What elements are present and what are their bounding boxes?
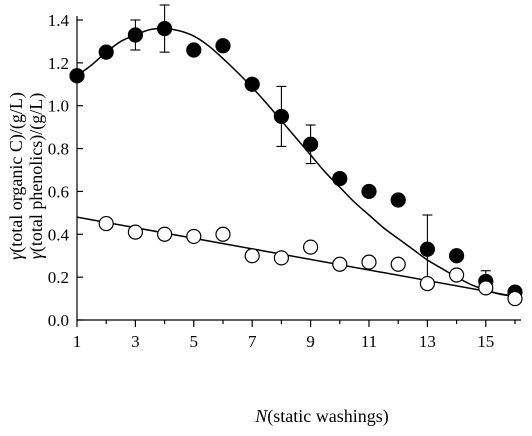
filled-point [419, 241, 435, 257]
y-tick-label: 1.2 [48, 54, 69, 73]
tick-labels: 0.00.20.40.60.81.01.21.41 3 5 7 9 11 13 15 [48, 11, 495, 351]
filled-point [390, 192, 406, 208]
y-tick-label: 0.0 [48, 311, 69, 330]
y-tick-label: 1.0 [48, 97, 69, 116]
x-tick-label: 15 [477, 332, 494, 351]
filled-point [244, 76, 260, 92]
x-tick-label: 13 [419, 332, 436, 351]
filled-point [303, 136, 319, 152]
open-point [361, 254, 377, 270]
filled-point [361, 183, 377, 200]
open-point [186, 228, 202, 245]
filled-point [215, 38, 231, 54]
fit-line-series-1 [76, 27, 516, 298]
open-point [390, 256, 406, 272]
y-axis-title-organic-carbon: γ(total organic C)/(g/L) [6, 92, 27, 260]
y-tick-label: 0.4 [48, 225, 70, 244]
open-point [507, 290, 523, 307]
open-point [244, 248, 260, 264]
x-tick-label: 5 [190, 332, 199, 351]
open-point [273, 250, 289, 266]
x-tick-label: 1 [73, 332, 82, 351]
open-point [332, 256, 348, 272]
filled-point [449, 248, 465, 264]
x-axis-title: N(static washings) [254, 406, 389, 427]
x-axis-title-text: (static washings) [267, 406, 388, 427]
y-axis-title-phenolics-symbol: γ [26, 251, 46, 259]
filled-point [127, 27, 143, 43]
open-point [419, 275, 435, 292]
open-point [98, 215, 114, 232]
filled-point [98, 44, 114, 60]
x-axis-title-symbol: N [254, 406, 268, 426]
open-point [478, 280, 494, 296]
y-axis-title-organic-carbon-symbol: γ [6, 252, 26, 260]
open-point [157, 226, 173, 242]
filled-point [157, 20, 173, 37]
filled-point [273, 108, 289, 125]
y-axis-title-phenolics: γ(total phenolics)/(g/L) [26, 93, 47, 260]
open-point [303, 239, 319, 255]
axes [76, 16, 521, 327]
filled-point [332, 170, 348, 187]
x-tick-label: 11 [361, 332, 377, 351]
open-point [127, 224, 143, 240]
y-axis-title-organic-carbon-text: (total organic C)/(g/L) [6, 92, 27, 253]
open-point [449, 267, 465, 283]
fit-line-series-2 [76, 216, 516, 298]
error-bars [130, 4, 491, 293]
y-tick-label: 1.4 [48, 11, 70, 30]
x-tick-label: 3 [131, 332, 140, 351]
fit-lines [76, 27, 516, 298]
x-tick-label: 9 [306, 332, 315, 351]
data-markers [69, 20, 523, 307]
y-tick-label: 0.6 [48, 182, 69, 201]
y-tick-label: 0.2 [48, 268, 69, 287]
y-tick-label: 0.8 [48, 140, 69, 159]
open-point [215, 226, 231, 242]
x-tick-label: 7 [248, 332, 257, 351]
filled-point [69, 68, 85, 84]
y-axis-title-phenolics-text: (total phenolics)/(g/L) [26, 93, 47, 252]
filled-point [186, 42, 202, 58]
